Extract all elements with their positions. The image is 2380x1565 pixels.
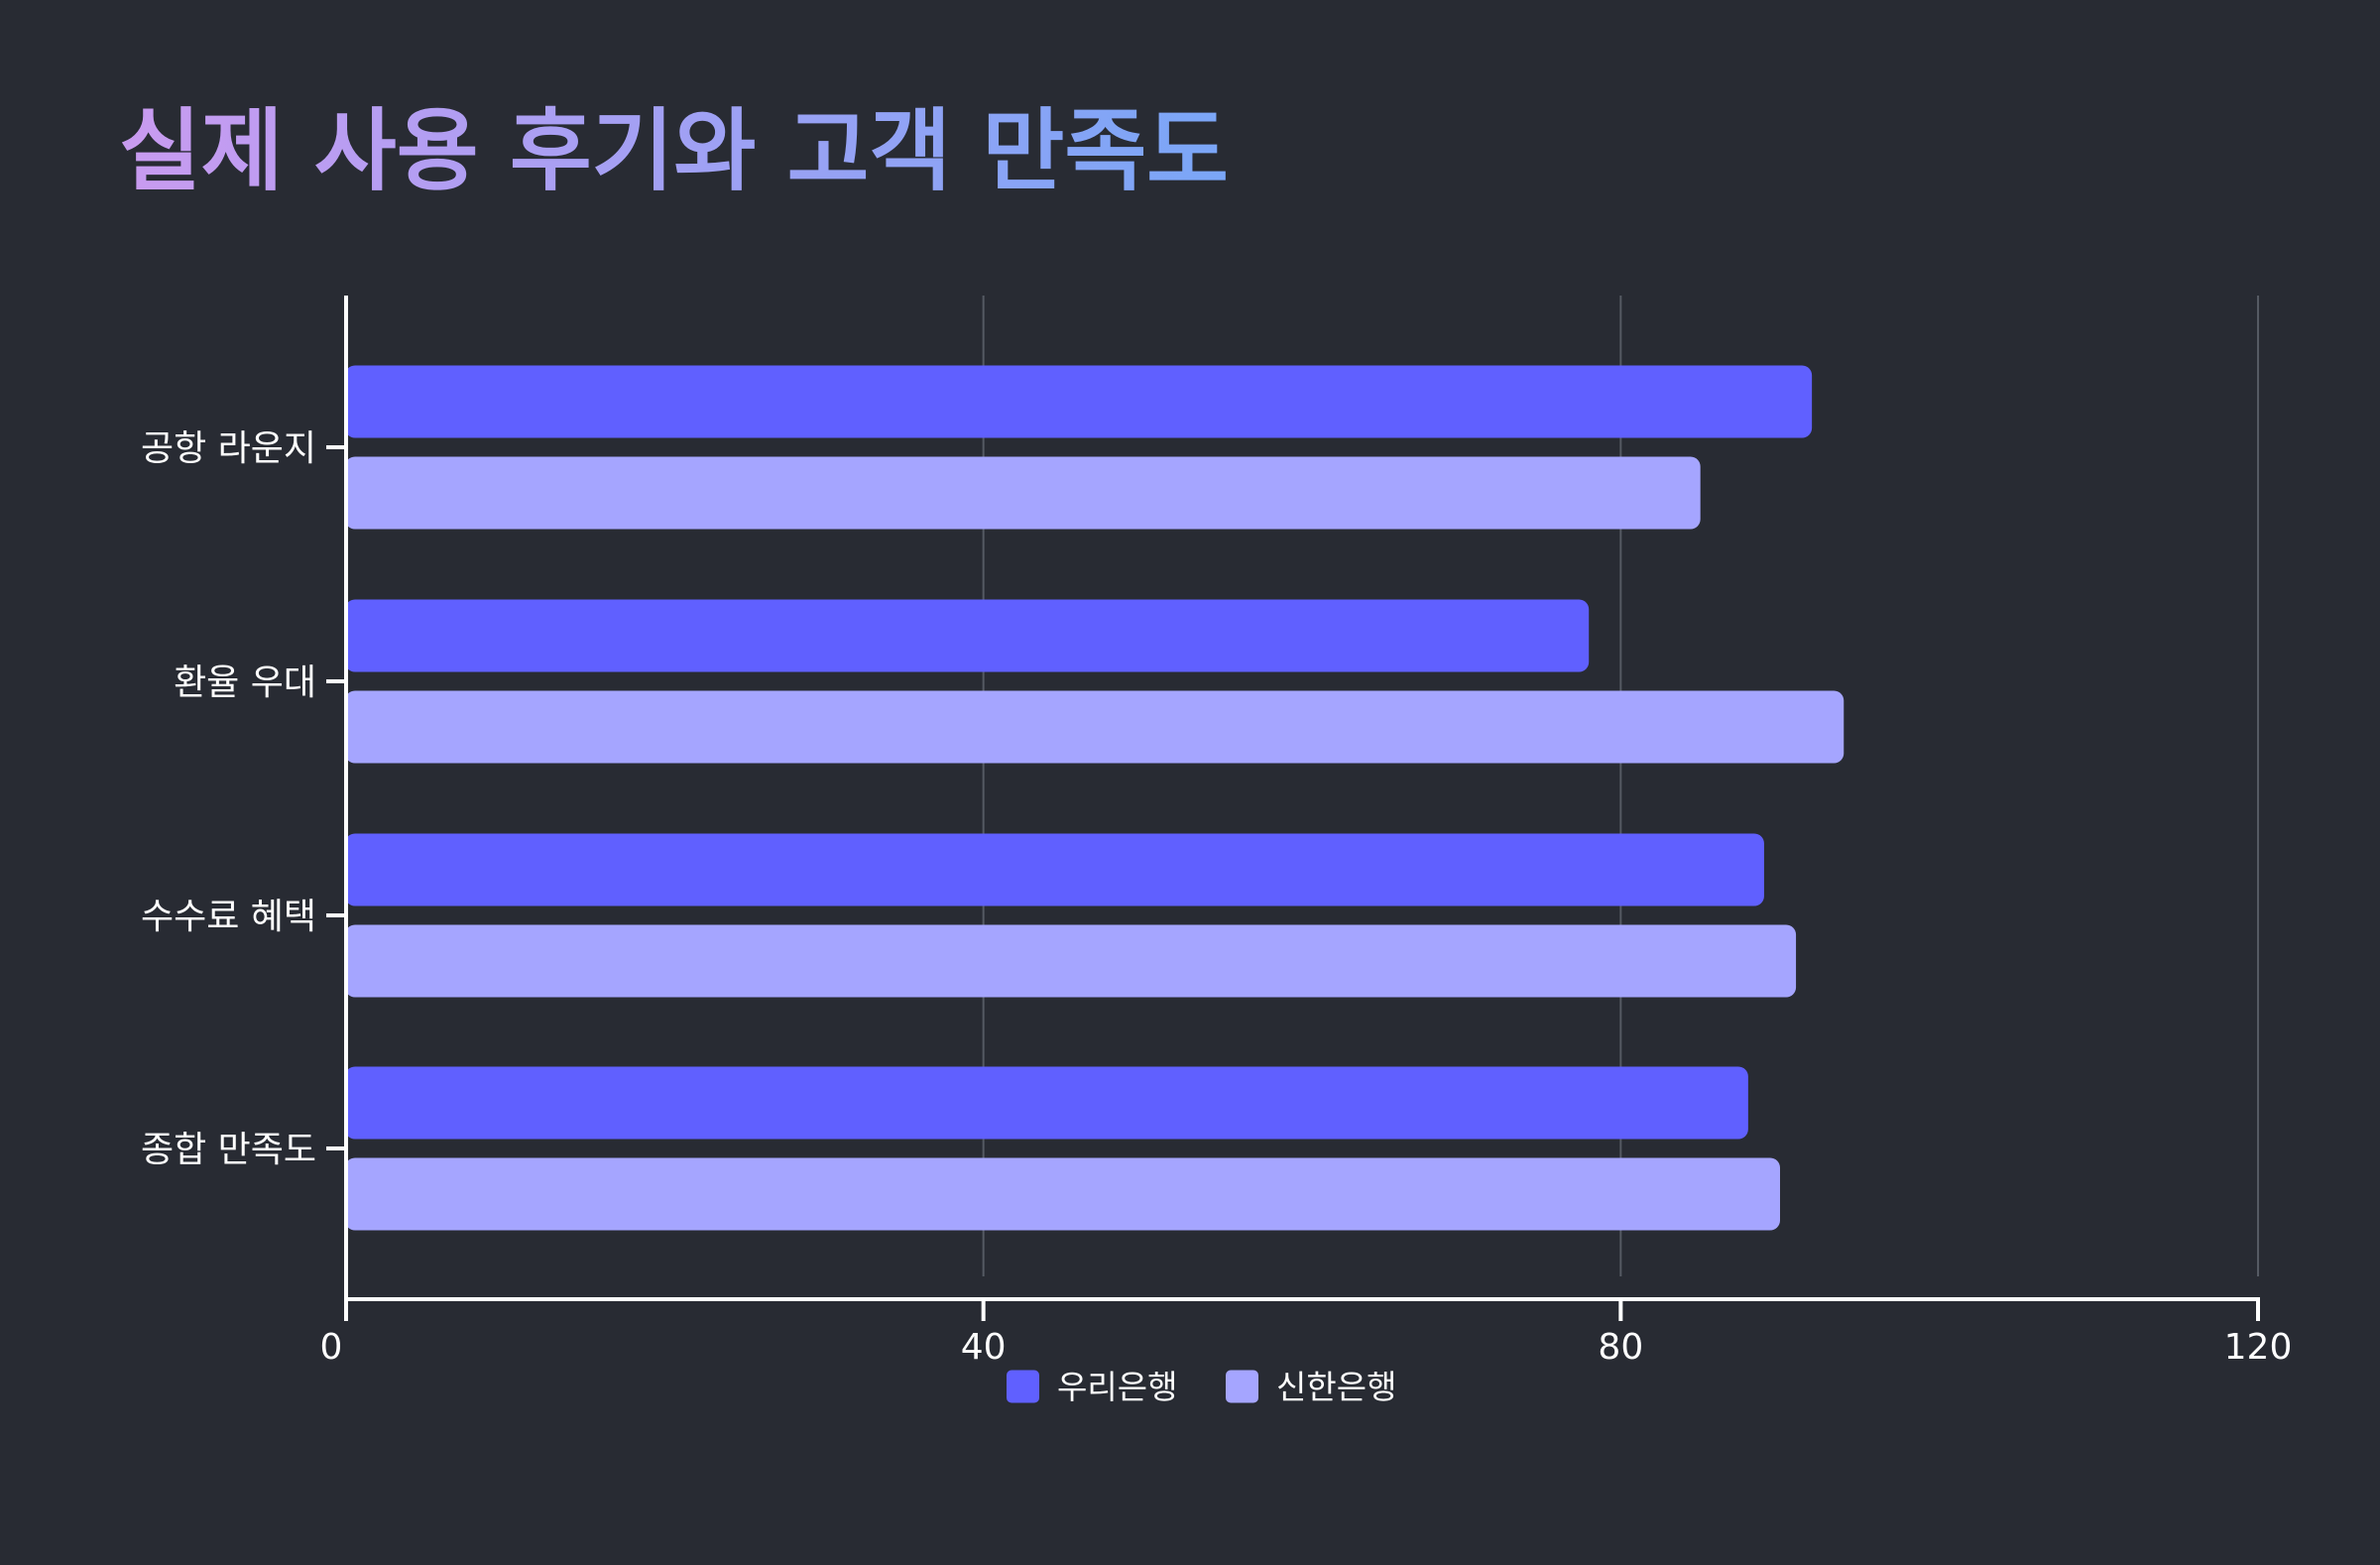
legend-swatch (1226, 1370, 1258, 1403)
category-label: 종합 만족도 (141, 1130, 316, 1170)
bar (345, 1066, 1748, 1140)
legend-label: 우리은행 (1057, 1368, 1177, 1406)
legend-label: 신한은행 (1276, 1368, 1396, 1406)
bar (345, 924, 1797, 998)
legend: 우리은행 신한은행 (1007, 1368, 1396, 1406)
x-tick-label: 120 (2224, 1327, 2293, 1368)
chart-title: 실제 사용 후기와 고객 만족도 (119, 99, 1229, 203)
bar (345, 1157, 1780, 1231)
bar (345, 833, 1764, 906)
bar (345, 365, 1813, 438)
bars (345, 365, 1844, 1231)
category-label: 공항 라운지 (141, 428, 316, 469)
x-tick-label: 40 (961, 1327, 1007, 1368)
axes (326, 296, 2260, 1321)
category-label: 수수료 혜택 (141, 897, 316, 937)
bar (345, 599, 1590, 672)
category-label: 환율 우대 (174, 662, 316, 703)
bar (345, 690, 1844, 764)
x-tick-label: 80 (1598, 1327, 1643, 1368)
bar (345, 456, 1701, 530)
x-tick-label: 0 (320, 1327, 343, 1368)
legend-swatch (1007, 1370, 1039, 1403)
